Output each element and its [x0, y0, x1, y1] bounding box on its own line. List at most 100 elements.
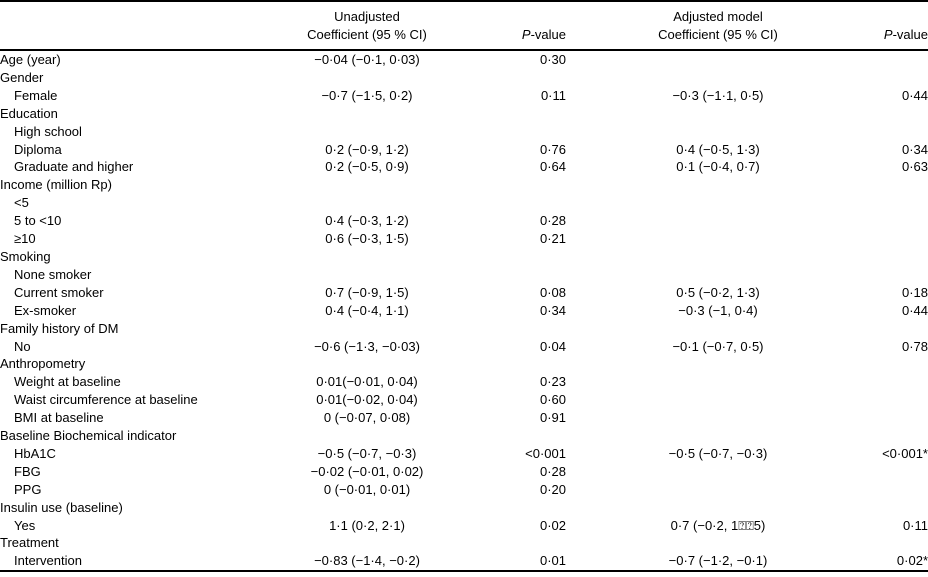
adjusted-coefficient	[566, 534, 870, 552]
adjusted-p-value: 0·18	[901, 284, 928, 300]
table-row: Intervention −0·83 (−1·4, −0·2) 0·01 −0·…	[0, 552, 928, 573]
adjusted-coefficient	[566, 320, 870, 338]
adjusted-coefficient	[566, 355, 870, 373]
adjusted-coefficient	[566, 105, 870, 123]
row-label: Baseline Biochemical indicator	[0, 428, 177, 444]
pvalue-header-suffix: -value	[530, 27, 566, 42]
table-row: Income (million Rp)	[0, 176, 928, 194]
column-header-adjusted: Adjusted model Coefficient (95 % CI)	[566, 1, 870, 51]
unadjusted-p-value: 0·20	[539, 481, 566, 497]
table-row: <5	[0, 194, 928, 212]
unadjusted-p-value: 0·23	[539, 374, 566, 390]
unadjusted-coefficient	[288, 248, 446, 266]
adjusted-coefficient	[566, 499, 870, 517]
unadjusted-coefficient: 0·01(−0·02, 0·04)	[316, 392, 418, 408]
unadjusted-p-value: 0·30	[539, 52, 566, 67]
unadjusted-coefficient: 0·2 (−0·9, 1·2)	[325, 141, 409, 157]
table-row: Age (year) −0·04 (−0·1, 0·03) 0·30	[0, 50, 928, 69]
adjusted-p-value	[870, 194, 928, 212]
row-label: Gender	[0, 69, 44, 85]
adjusted-coefficient	[566, 212, 870, 230]
column-header-adjusted-line1: Adjusted model	[673, 9, 763, 24]
unadjusted-coefficient: 0 (−0·01, 0·01)	[323, 481, 411, 497]
row-label: HbA1C	[14, 445, 56, 461]
adjusted-p-value	[870, 266, 928, 284]
unadjusted-coefficient: −0·02 (−0·01, 0·02)	[310, 463, 424, 479]
column-header-unadjusted-line2: Coefficient (95 % CI)	[307, 27, 427, 42]
pvalue-header-italic-p: P	[521, 27, 531, 42]
unadjusted-p-value	[446, 194, 566, 212]
table-row: Gender	[0, 69, 928, 87]
adjusted-coefficient	[566, 248, 870, 266]
adjusted-coefficient	[566, 373, 870, 391]
table-row: Weight at baseline 0·01(−0·01, 0·04) 0·2…	[0, 373, 928, 391]
unadjusted-coefficient: −0·7 (−1·5, 0·2)	[321, 87, 413, 103]
row-label: Graduate and higher	[14, 159, 134, 175]
unadjusted-coefficient	[288, 176, 446, 194]
unadjusted-coefficient	[288, 105, 446, 123]
unadjusted-p-value	[446, 499, 566, 517]
header-row: Unadjusted Coefficient (95 % CI) P-value…	[0, 1, 928, 51]
row-label: ≥10	[14, 231, 36, 247]
unadjusted-p-value	[446, 105, 566, 123]
adjusted-coefficient: 0·5 (−0·2, 1·3)	[676, 284, 760, 300]
adjusted-coefficient	[566, 123, 870, 141]
unadjusted-coefficient	[288, 194, 446, 212]
table-row: ≥10 0·6 (−0·3, 1·5) 0·21	[0, 230, 928, 248]
adjusted-p-value: 0·78	[901, 338, 928, 354]
adjusted-coefficient	[566, 463, 870, 481]
unadjusted-coefficient	[288, 320, 446, 338]
unadjusted-coefficient: 0·6 (−0·3, 1·5)	[325, 231, 409, 247]
adjusted-p-value: <0·001*	[882, 445, 928, 461]
unadjusted-coefficient: 0·4 (−0·3, 1·2)	[325, 213, 409, 229]
adjusted-p-value	[870, 499, 928, 517]
adjusted-p-value	[870, 463, 928, 481]
pvalue-header-italic-p: P	[883, 27, 893, 42]
unadjusted-coefficient: 0·4 (−0·4, 1·1)	[325, 302, 409, 318]
adjusted-p-value: 0·02*	[870, 552, 928, 573]
row-label: Intervention	[0, 552, 288, 573]
unadjusted-coefficient	[288, 69, 446, 87]
unadjusted-p-value	[446, 355, 566, 373]
row-label: PPG	[14, 481, 42, 497]
column-header-unadjusted: Unadjusted Coefficient (95 % CI)	[288, 1, 446, 51]
adjusted-coefficient	[566, 427, 870, 445]
row-label: Current smoker	[14, 284, 104, 300]
adjusted-coefficient: −0·3 (−1·1, 0·5)	[672, 87, 764, 103]
row-label: Yes	[14, 517, 36, 533]
table-row: Insulin use (baseline)	[0, 499, 928, 517]
table-row: High school	[0, 123, 928, 141]
adjusted-p-value: 0·34	[901, 141, 928, 157]
adjusted-coefficient: −0·1 (−0·7, 0·5)	[672, 338, 764, 354]
adjusted-p-value	[870, 123, 928, 141]
table-row: Treatment	[0, 534, 928, 552]
unadjusted-coefficient	[288, 427, 446, 445]
row-label: Diploma	[14, 141, 62, 157]
row-label: <5	[14, 195, 29, 211]
table-row: Yes 1·1 (0·2, 2·1) 0·02 0·7 (−0·2, 1⍰⍰5)…	[0, 517, 928, 535]
adjusted-p-value	[870, 373, 928, 391]
row-label: Family history of DM	[0, 320, 119, 336]
table-row: Current smoker 0·7 (−0·9, 1·5) 0·08 0·5 …	[0, 284, 928, 302]
table-row: Smoking	[0, 248, 928, 266]
unadjusted-coefficient	[288, 534, 446, 552]
adjusted-p-value	[870, 212, 928, 230]
table-row: PPG 0 (−0·01, 0·01) 0·20	[0, 481, 928, 499]
adjusted-coefficient	[566, 230, 870, 248]
table-header: Unadjusted Coefficient (95 % CI) P-value…	[0, 1, 928, 51]
row-label: Anthropometry	[0, 356, 86, 372]
unadjusted-coefficient: 0 (−0·07, 0·08)	[323, 410, 411, 426]
unadjusted-coefficient	[288, 266, 446, 284]
adjusted-coefficient: 0·1 (−0·4, 0·7)	[676, 159, 760, 175]
row-label: Education	[0, 105, 58, 121]
unadjusted-p-value: 0·34	[539, 302, 566, 318]
adjusted-p-value: 0·44	[901, 87, 928, 103]
unadjusted-p-value: 0·28	[539, 463, 566, 479]
unadjusted-coefficient	[288, 355, 446, 373]
unadjusted-p-value: 0·21	[539, 231, 566, 247]
unadjusted-p-value	[446, 69, 566, 87]
adjusted-coefficient: −0·3 (−1, 0·4)	[678, 302, 758, 318]
unadjusted-p-value: 0·91	[539, 410, 566, 426]
adjusted-p-value	[870, 409, 928, 427]
